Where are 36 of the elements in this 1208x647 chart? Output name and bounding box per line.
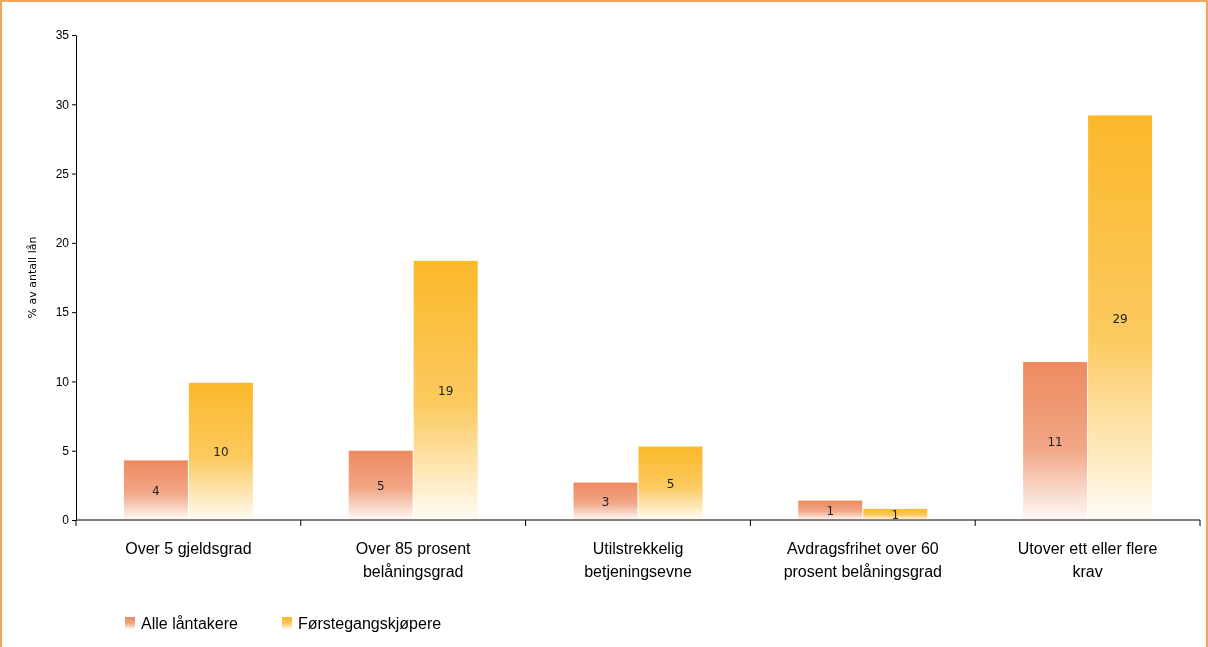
y-axis-title: % av antall lån — [26, 236, 39, 319]
y-tick-label: 25 — [55, 166, 70, 181]
data-label: 3 — [601, 495, 610, 510]
bar — [863, 508, 928, 520]
data-label: 29 — [1112, 311, 1128, 326]
y-tick-label: 15 — [55, 305, 70, 320]
bar — [413, 260, 478, 520]
y-tick-label: 0 — [62, 513, 70, 528]
y-tick-label: 30 — [55, 97, 70, 112]
bar — [638, 446, 703, 520]
y-tick-label: 10 — [55, 374, 70, 389]
data-label: 5 — [376, 479, 385, 494]
bar — [188, 382, 253, 520]
bar — [123, 460, 188, 520]
x-tick-label: Over 5 gjeldsgrad — [125, 540, 252, 557]
x-tick-label: Avdragsfrihet over 60 prosent belåningsgrad — [783, 540, 942, 580]
data-label: 10 — [213, 445, 229, 460]
data-label: 11 — [1047, 435, 1063, 450]
legend-label: Førstegangskjøpere — [297, 615, 442, 632]
y-tick-label: 35 — [55, 28, 70, 43]
bar — [1023, 362, 1088, 520]
bar — [798, 500, 863, 520]
data-label: 1 — [891, 508, 900, 523]
y-tick-label: 20 — [55, 236, 70, 251]
x-tick-label: Over 85 prosent belåningsgrad — [355, 540, 472, 580]
data-label: 5 — [666, 477, 675, 492]
y-tick-label: 5 — [62, 444, 70, 459]
x-tick-label: Utilstrekkelig betjeningsevne — [584, 540, 692, 580]
bar — [573, 482, 638, 520]
bar — [348, 450, 413, 520]
data-label: 1 — [826, 504, 835, 519]
data-label: 19 — [438, 384, 454, 399]
bar — [1088, 115, 1153, 520]
legend-label: Alle låntakere — [141, 615, 239, 632]
data-label: 4 — [152, 484, 160, 499]
x-tick-label: Utover ett eller flere krav — [1017, 540, 1158, 580]
